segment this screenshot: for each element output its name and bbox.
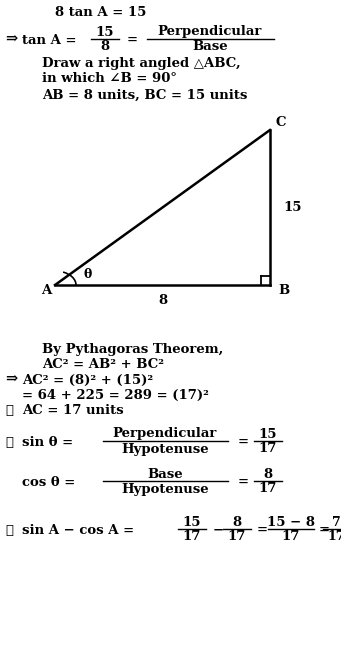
Text: −: − — [213, 523, 224, 537]
Text: AB = 8 units, BC = 15 units: AB = 8 units, BC = 15 units — [42, 88, 247, 102]
Text: =: = — [257, 523, 268, 537]
Text: 15: 15 — [183, 515, 201, 529]
Text: 8 tan A = 15: 8 tan A = 15 — [55, 5, 146, 18]
Text: 15: 15 — [259, 428, 277, 440]
Text: ⇒: ⇒ — [5, 33, 17, 47]
Text: 7: 7 — [332, 515, 340, 529]
Text: 8: 8 — [158, 294, 167, 306]
Text: ⇒: ⇒ — [5, 373, 17, 387]
Text: ∴: ∴ — [5, 403, 13, 416]
Text: Base: Base — [192, 40, 228, 53]
Text: 17: 17 — [259, 442, 277, 455]
Text: 17: 17 — [228, 531, 246, 543]
Text: A: A — [41, 284, 51, 296]
Text: Perpendicular: Perpendicular — [113, 428, 217, 440]
Text: θ: θ — [83, 269, 91, 282]
Text: =: = — [127, 34, 138, 46]
Text: By Pythagoras Theorem,: By Pythagoras Theorem, — [42, 343, 223, 356]
Text: = 64 + 225 = 289 = (17)²: = 64 + 225 = 289 = (17)² — [22, 389, 209, 401]
Text: C: C — [276, 115, 286, 129]
Text: AC = 17 units: AC = 17 units — [22, 403, 124, 416]
Text: ∴: ∴ — [5, 436, 13, 449]
Text: 17: 17 — [282, 531, 300, 543]
Text: Hypotenuse: Hypotenuse — [121, 482, 209, 496]
Text: =: = — [319, 523, 330, 537]
Text: tan A =: tan A = — [22, 34, 76, 46]
Text: 17: 17 — [183, 531, 201, 543]
Text: Hypotenuse: Hypotenuse — [121, 442, 209, 455]
Text: AC² = AB² + BC²: AC² = AB² + BC² — [42, 358, 164, 372]
Text: 17: 17 — [327, 531, 341, 543]
Text: =: = — [238, 475, 249, 488]
Text: B: B — [278, 284, 289, 296]
Text: in which ∠B = 90°: in which ∠B = 90° — [42, 73, 177, 86]
Text: 15 − 8: 15 − 8 — [267, 515, 315, 529]
Text: sin θ =: sin θ = — [22, 436, 73, 449]
Text: 8: 8 — [264, 467, 272, 480]
Text: cos θ =: cos θ = — [22, 475, 75, 488]
Text: 15: 15 — [96, 26, 114, 38]
Text: AC² = (8)² + (15)²: AC² = (8)² + (15)² — [22, 374, 153, 387]
Text: Perpendicular: Perpendicular — [158, 26, 262, 38]
Text: Draw a right angled △ABC,: Draw a right angled △ABC, — [42, 57, 241, 69]
Text: 17: 17 — [259, 482, 277, 496]
Text: ∴: ∴ — [5, 523, 13, 537]
Text: =: = — [238, 436, 249, 449]
Text: sin A − cos A =: sin A − cos A = — [22, 523, 134, 537]
Text: 8: 8 — [101, 40, 109, 53]
Text: 8: 8 — [233, 515, 241, 529]
Text: 15: 15 — [283, 201, 301, 214]
Text: Base: Base — [147, 467, 183, 480]
